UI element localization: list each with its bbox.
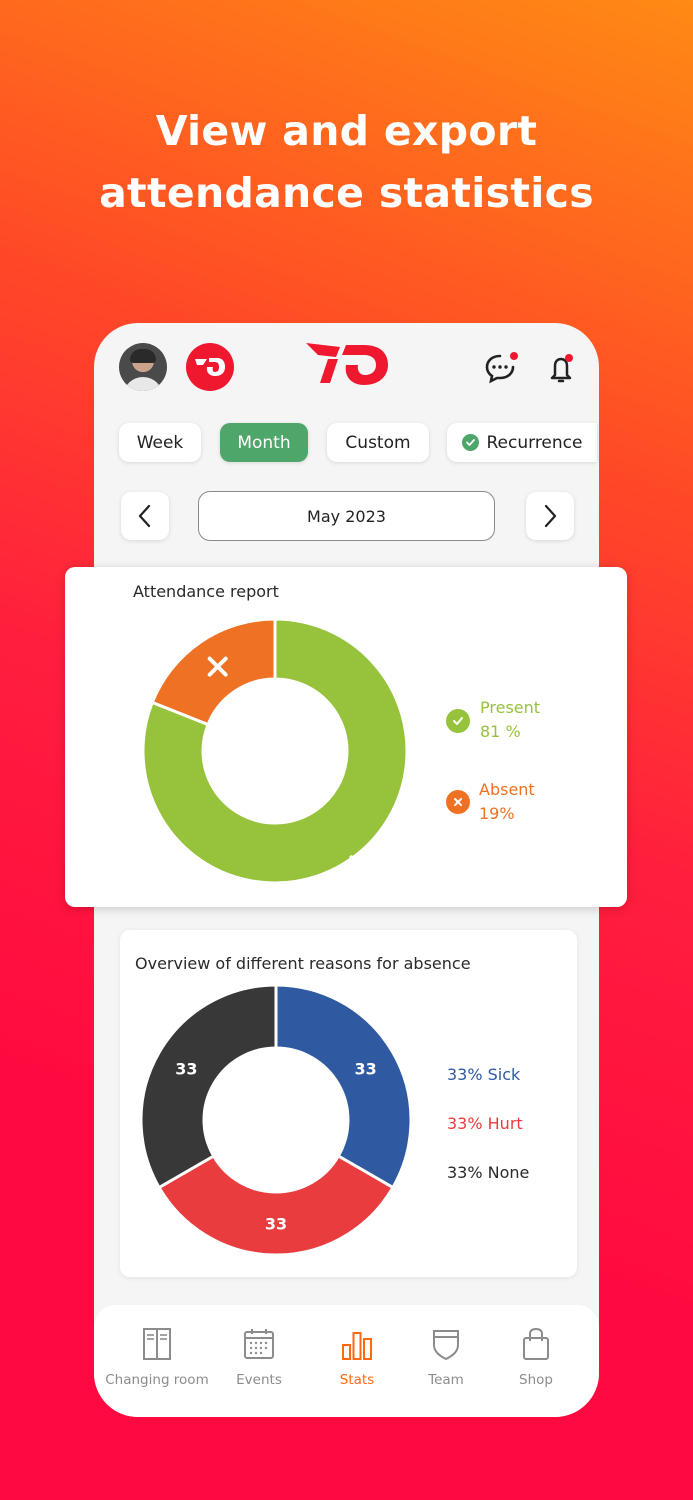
slice-none <box>139 983 278 1190</box>
chevron-left-icon <box>138 504 151 528</box>
calendar-icon <box>244 1329 274 1359</box>
slice-label-none: 33 <box>175 1059 197 1078</box>
attendance-donut-chart <box>141 617 409 885</box>
absence-reasons-title: Overview of different reasons for absenc… <box>135 954 471 973</box>
filter-custom-label: Custom <box>345 432 411 453</box>
absent-x-icon <box>446 790 470 814</box>
club-logo-icon <box>195 358 225 376</box>
legend-none: 33% None <box>447 1163 530 1182</box>
filter-recurrence[interactable]: Recurrence <box>447 423 597 462</box>
legend-absent: Absent 19% <box>479 778 535 826</box>
tab-shop-label: Shop <box>519 1372 553 1388</box>
headline-line-1: View and export <box>155 107 538 155</box>
absent-label: Absent <box>479 780 535 799</box>
slice-present <box>141 617 409 885</box>
legend-hurt: 33% Hurt <box>447 1114 523 1133</box>
filter-custom[interactable]: Custom <box>327 423 429 462</box>
bar-chart-icon <box>342 1332 372 1360</box>
next-period-button[interactable] <box>526 492 574 540</box>
period-selector[interactable]: May 2023 <box>198 491 495 541</box>
tab-changing-room[interactable]: Changing room <box>102 1327 212 1388</box>
present-value: 81 % <box>480 722 521 741</box>
chevron-right-icon <box>544 504 557 528</box>
tab-events-label: Events <box>236 1372 282 1388</box>
shopping-bag-icon <box>523 1327 549 1360</box>
chat-icon <box>485 354 515 384</box>
check-icon <box>461 434 479 451</box>
tab-team[interactable]: Team <box>391 1327 501 1388</box>
filter-recurrence-label: Recurrence <box>486 432 583 453</box>
attendance-report-title: Attendance report <box>133 582 279 601</box>
locker-icon <box>143 1328 171 1360</box>
slice-label-hurt: 33 <box>265 1215 287 1234</box>
headline: View and export attendance statistics <box>0 100 693 224</box>
tab-changing-room-label: Changing room <box>105 1372 209 1388</box>
filter-week[interactable]: Week <box>119 423 201 462</box>
present-check-mark-icon <box>349 847 377 868</box>
previous-period-button[interactable] <box>121 492 169 540</box>
app-logo <box>306 343 388 385</box>
filter-week-label: Week <box>136 432 184 453</box>
filter-month[interactable]: Month <box>220 423 308 462</box>
user-avatar[interactable] <box>119 343 167 391</box>
tab-team-label: Team <box>428 1372 464 1388</box>
attendance-report-card: Attendance report Present 81 % Absent 19… <box>65 567 627 907</box>
legend-present: Present 81 % <box>480 696 540 744</box>
present-check-icon <box>446 709 470 733</box>
notifications-unread-dot <box>565 354 573 362</box>
headline-line-2: attendance statistics <box>99 169 594 217</box>
present-label: Present <box>480 698 541 717</box>
notifications-button[interactable] <box>545 351 579 385</box>
tab-shop[interactable]: Shop <box>481 1327 591 1388</box>
absence-reasons-donut-chart: 33 33 33 <box>139 983 413 1257</box>
bell-icon <box>550 357 572 383</box>
slice-sick <box>274 983 413 1190</box>
shield-icon <box>433 1330 459 1361</box>
chat-unread-dot <box>510 352 518 360</box>
club-badge[interactable] <box>186 343 234 391</box>
slice-label-sick: 33 <box>355 1059 377 1078</box>
period-label: May 2023 <box>307 506 386 526</box>
absence-reasons-card: Overview of different reasons for absenc… <box>120 930 577 1277</box>
absent-x-mark-icon <box>207 656 228 677</box>
tab-stats-label: Stats <box>339 1372 375 1388</box>
bottom-tab-bar: Changing room Events Stats Team <box>94 1305 599 1417</box>
chat-button[interactable] <box>483 351 518 385</box>
filter-month-label: Month <box>237 432 291 453</box>
tab-stats[interactable]: Stats <box>302 1327 412 1388</box>
slice-hurt <box>157 1153 395 1257</box>
tab-events[interactable]: Events <box>204 1327 314 1388</box>
absent-value: 19% <box>479 804 515 823</box>
legend-sick: 33% Sick <box>447 1065 521 1084</box>
